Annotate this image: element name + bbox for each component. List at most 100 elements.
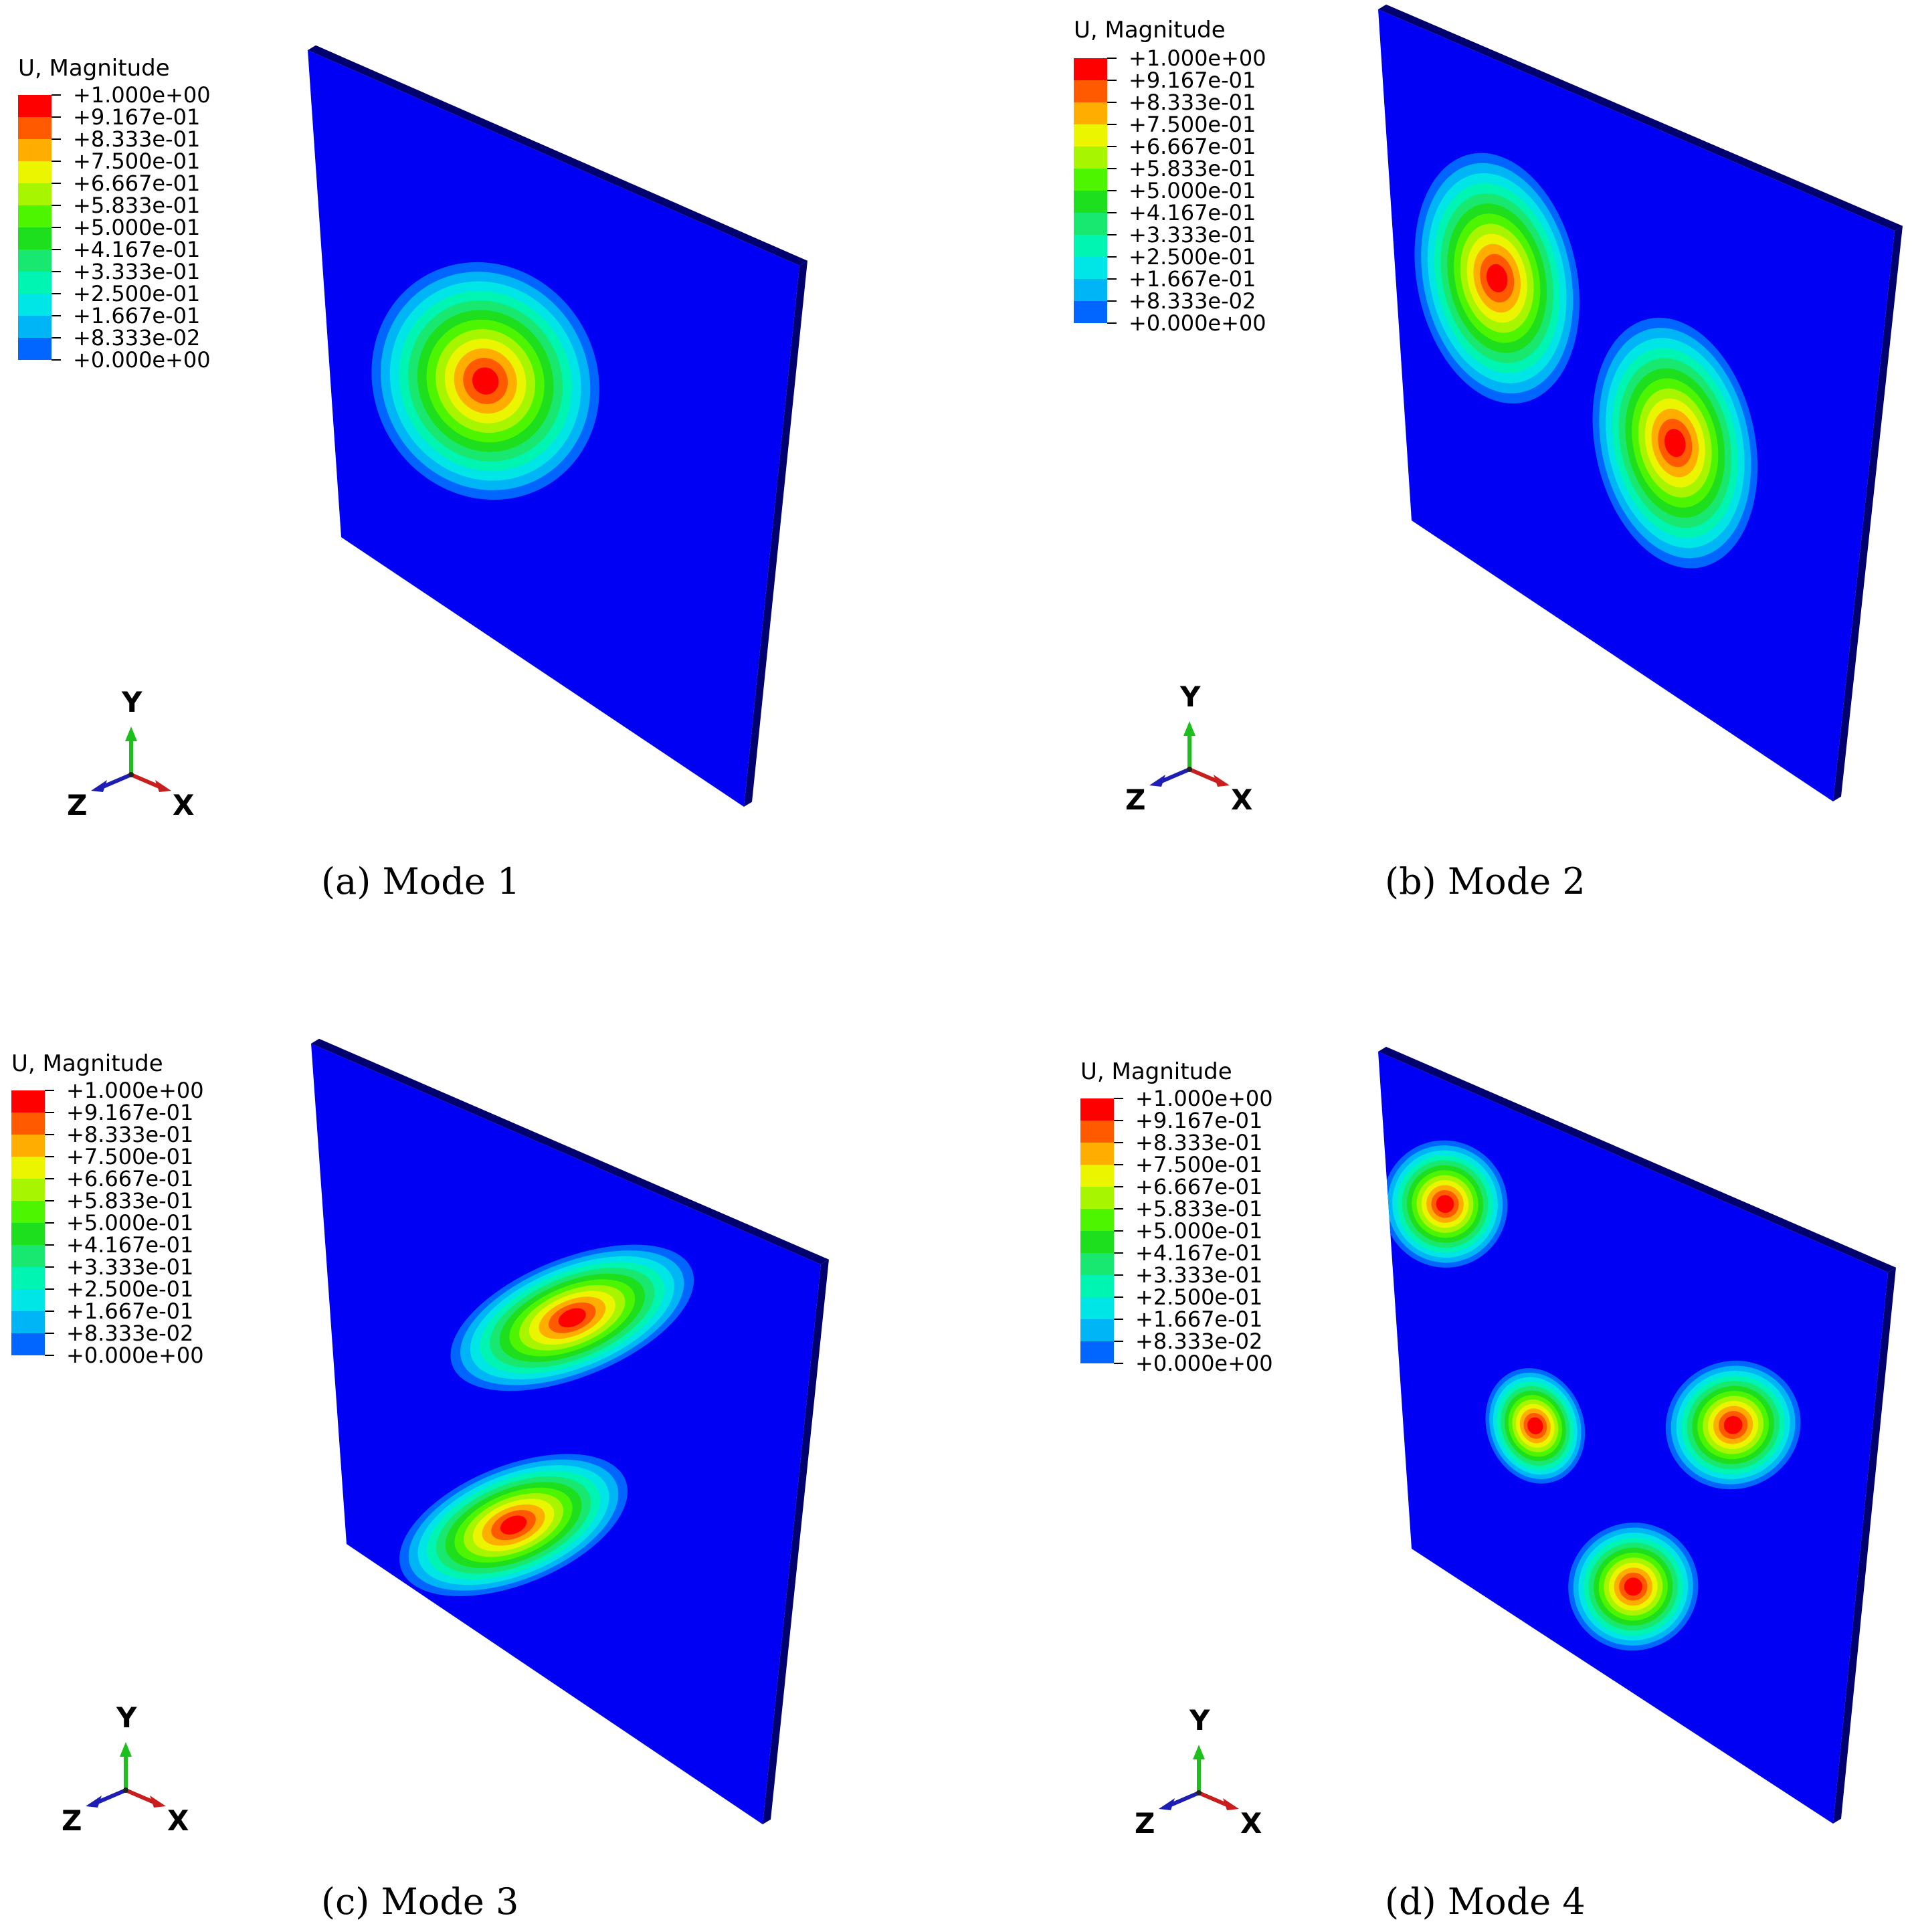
y-arrowhead [1183, 721, 1196, 736]
x-arrowhead [155, 780, 171, 792]
legend-swatch [11, 1245, 45, 1267]
contour-band [427, 1470, 600, 1579]
contour-band [1412, 1170, 1478, 1238]
legend-label: +5.833e-01 [66, 1188, 194, 1214]
legend-label: +8.333e-01 [66, 1122, 194, 1147]
legend-tick [52, 161, 61, 162]
legend-swatch [1080, 1165, 1114, 1187]
legend-label: +3.333e-01 [66, 1254, 194, 1280]
contour-band [1447, 203, 1547, 353]
contour-band [1703, 1395, 1764, 1454]
caption-b: (b) Mode 2 [1385, 860, 1586, 902]
legend-label: +7.500e-01 [1135, 1152, 1263, 1177]
legend-tick [52, 293, 61, 294]
contour-band [509, 1279, 636, 1357]
contour-band [1583, 1537, 1683, 1636]
contour-band [480, 1262, 665, 1374]
legend-label: +1.667e-01 [1129, 266, 1256, 292]
contour-band [1713, 1406, 1753, 1444]
legend-swatch [11, 1311, 45, 1333]
legend-swatch [1074, 279, 1107, 301]
contour-band [1718, 1411, 1748, 1440]
triad-origin [1187, 767, 1192, 772]
legend-tick [1107, 300, 1117, 302]
legend-label: +6.667e-01 [66, 1166, 194, 1191]
legend-tick [1114, 1208, 1123, 1210]
contour-band [1651, 408, 1699, 478]
contour-band [1489, 1372, 1582, 1479]
contour-band [500, 1515, 527, 1535]
x-axis-arrow [1188, 767, 1219, 783]
contour-band [381, 272, 591, 490]
legend-label: +7.500e-01 [66, 1144, 194, 1169]
caption-a: (a) Mode 1 [321, 860, 520, 902]
legend-tick [45, 1355, 54, 1356]
contour-band [1665, 1361, 1801, 1490]
legend-tick [52, 315, 61, 316]
legend-swatch [1074, 124, 1107, 147]
z-axis-label: Z [1125, 783, 1145, 816]
legend-swatch [18, 183, 52, 205]
contour-band [1697, 1391, 1770, 1460]
legend-tick [52, 227, 61, 228]
contour-band [408, 1459, 619, 1591]
contour-band [450, 1244, 694, 1391]
legend-label: +9.167e-01 [66, 1100, 194, 1125]
contour-band [1638, 388, 1712, 498]
legend-swatch [11, 1333, 45, 1355]
contour-band [1516, 1404, 1555, 1448]
legend-tick [1107, 212, 1117, 213]
displacement-lobe [1414, 153, 1580, 404]
contour-band [490, 1268, 655, 1368]
plate-top-edge [311, 1038, 829, 1264]
contour-band [539, 1296, 606, 1339]
contour-band [1428, 173, 1567, 383]
legend-swatch [1074, 191, 1107, 213]
contour-band [1523, 1413, 1547, 1439]
z-axis-label: Z [62, 1804, 82, 1837]
axis-triad: Y X Z [67, 686, 194, 822]
legend-swatch [18, 205, 52, 227]
contour-band [1624, 1577, 1642, 1596]
y-axis-label: Y [1179, 680, 1201, 713]
legend-swatch [1080, 1319, 1114, 1341]
z-axis-arrow [1169, 1791, 1200, 1807]
contour-band [436, 1476, 591, 1574]
contour-band [519, 1285, 626, 1351]
legend-label: +9.167e-01 [73, 104, 201, 130]
legend-swatch [1074, 58, 1107, 80]
legend-label: +1.667e-01 [1135, 1307, 1263, 1332]
contour-band [482, 1504, 545, 1546]
x-axis-arrow [124, 1788, 155, 1804]
contour-band [472, 1499, 555, 1551]
contour-band [454, 1487, 573, 1563]
legend-swatch [11, 1223, 45, 1245]
legend-label: +3.333e-01 [1135, 1262, 1263, 1288]
legend-swatch [11, 1113, 45, 1135]
legend-swatch [1074, 213, 1107, 235]
contour-band [1460, 223, 1534, 333]
contour-band [1664, 429, 1686, 458]
legend-tick [45, 1200, 54, 1201]
legend-swatch [1080, 1121, 1114, 1143]
legend-label: +3.333e-01 [1129, 222, 1256, 248]
legend-tick [52, 249, 61, 250]
contour-band [1497, 1381, 1574, 1470]
legend-swatch [1080, 1098, 1114, 1121]
legend-label: +8.333e-02 [1135, 1329, 1263, 1354]
contour-band [491, 1510, 536, 1541]
legend-swatch [18, 117, 52, 139]
plate-top-edge [1378, 1046, 1896, 1272]
legend-tick [1114, 1120, 1123, 1121]
legend-tick [45, 1288, 54, 1290]
z-arrowhead [91, 780, 107, 792]
legend-tick [45, 1244, 54, 1246]
legend-label: +6.667e-01 [73, 171, 201, 196]
plate-face [311, 1044, 821, 1824]
legend-swatch [1074, 235, 1107, 257]
contour-band [1644, 398, 1705, 488]
legend-swatch [11, 1157, 45, 1179]
legend-tick [45, 1090, 54, 1091]
